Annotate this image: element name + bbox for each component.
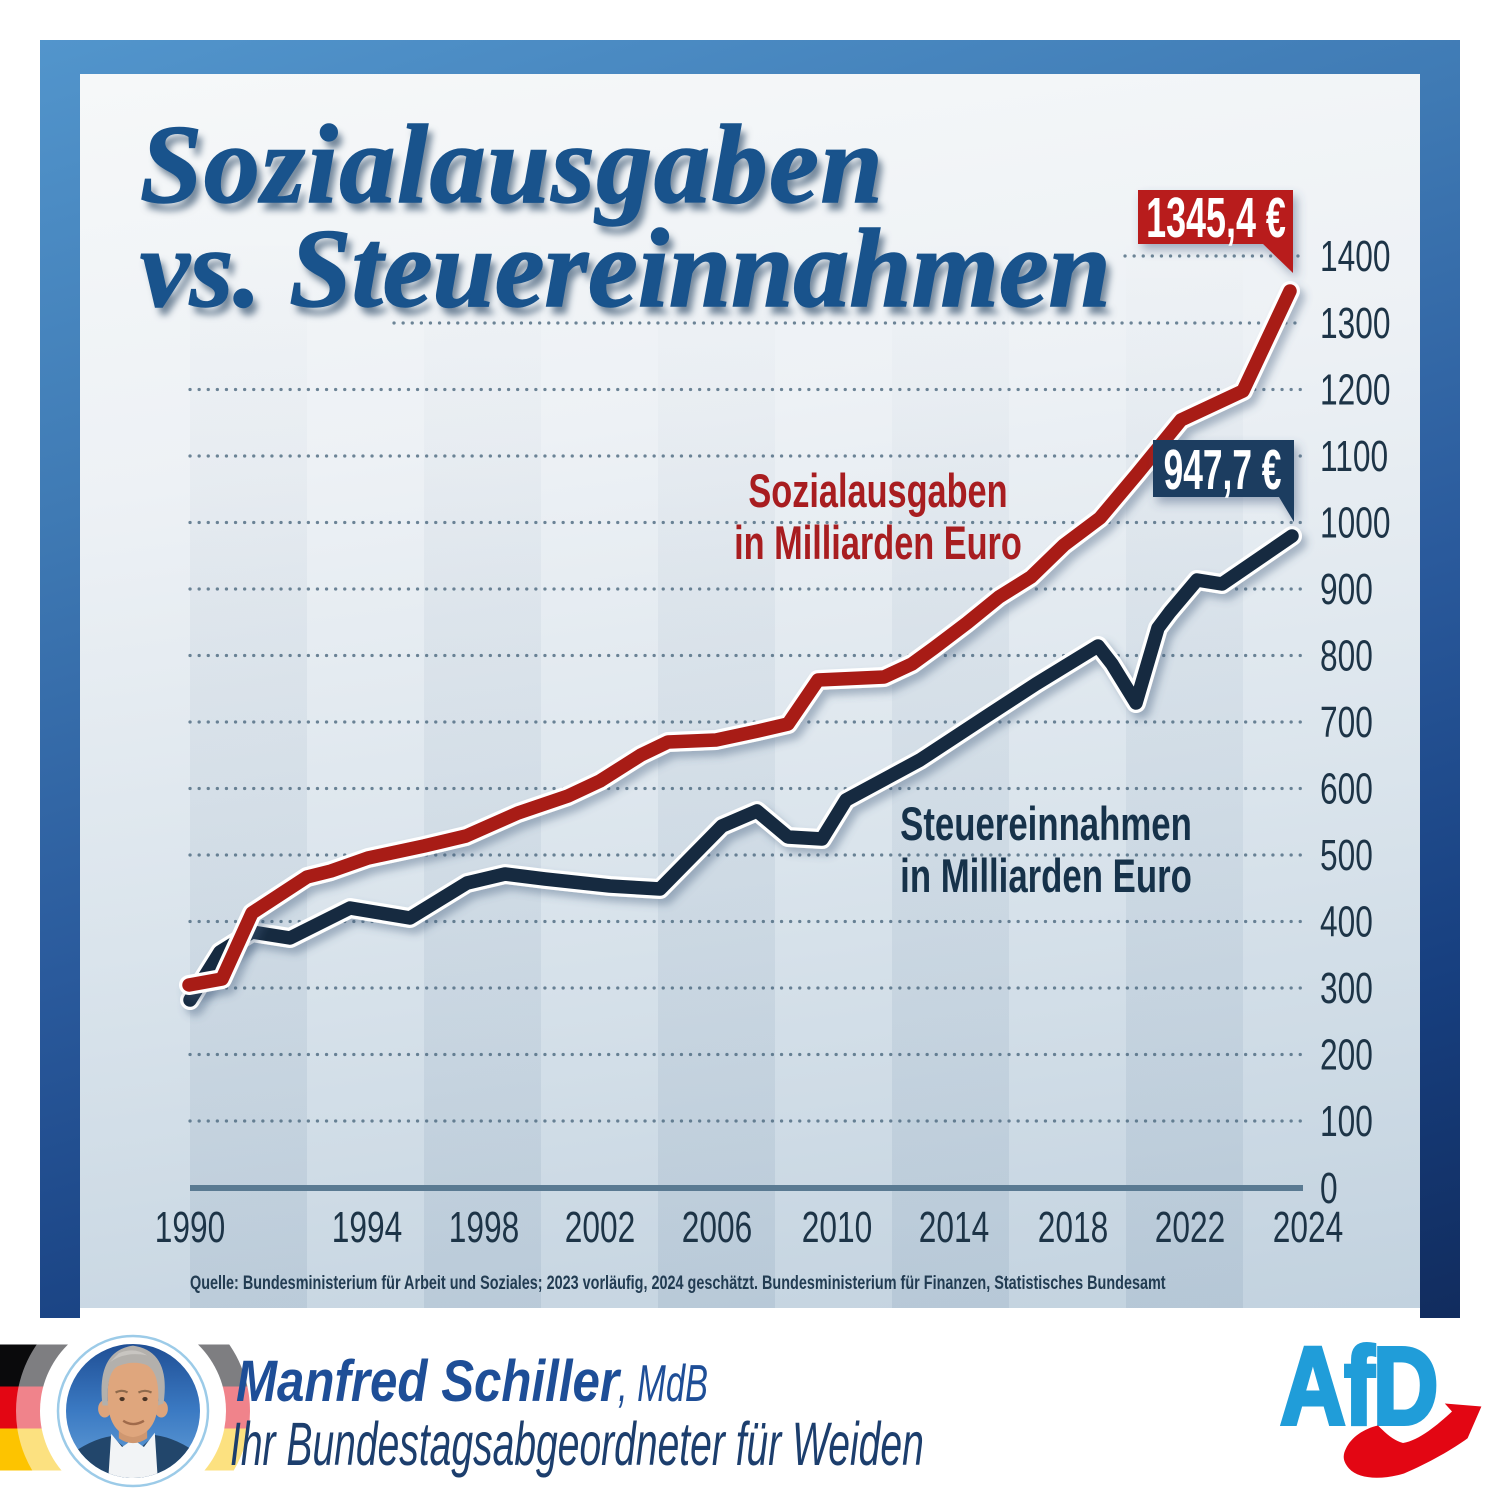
svg-text:2018: 2018: [1038, 1203, 1108, 1252]
svg-text:1994: 1994: [332, 1203, 402, 1252]
svg-text:1100: 1100: [1320, 432, 1388, 481]
svg-text:300: 300: [1320, 964, 1373, 1013]
svg-text:2022: 2022: [1155, 1203, 1225, 1252]
svg-text:947,7 €: 947,7 €: [1164, 439, 1282, 503]
svg-text:1000: 1000: [1320, 498, 1390, 547]
svg-text:900: 900: [1320, 565, 1373, 614]
svg-text:Steuereinnahmen: Steuereinnahmen: [900, 798, 1192, 850]
svg-text:500: 500: [1320, 831, 1373, 880]
svg-text:0: 0: [1320, 1164, 1338, 1213]
svg-text:1300: 1300: [1320, 299, 1390, 348]
svg-text:2014: 2014: [919, 1203, 989, 1252]
svg-text:400: 400: [1320, 897, 1373, 946]
svg-text:1998: 1998: [449, 1203, 519, 1252]
svg-text:200: 200: [1320, 1030, 1373, 1079]
svg-text:Sozialausgaben: Sozialausgaben: [748, 465, 1007, 518]
svg-text:1990: 1990: [155, 1203, 225, 1252]
svg-text:2002: 2002: [565, 1203, 635, 1252]
svg-text:700: 700: [1320, 698, 1373, 747]
svg-text:1200: 1200: [1320, 365, 1390, 414]
svg-text:2024: 2024: [1273, 1203, 1343, 1252]
svg-text:800: 800: [1320, 631, 1373, 680]
svg-text:2006: 2006: [682, 1203, 752, 1252]
svg-text:in Milliarden Euro: in Milliarden Euro: [900, 850, 1192, 902]
svg-text:600: 600: [1320, 764, 1373, 813]
svg-text:100: 100: [1320, 1097, 1373, 1146]
svg-text:2010: 2010: [802, 1203, 872, 1252]
svg-text:1400: 1400: [1320, 232, 1390, 281]
svg-text:in Milliarden Euro: in Milliarden Euro: [734, 517, 1022, 570]
svg-text:1345,4 €: 1345,4 €: [1146, 187, 1286, 250]
svg-text:AfD: AfD: [1280, 1328, 1437, 1448]
